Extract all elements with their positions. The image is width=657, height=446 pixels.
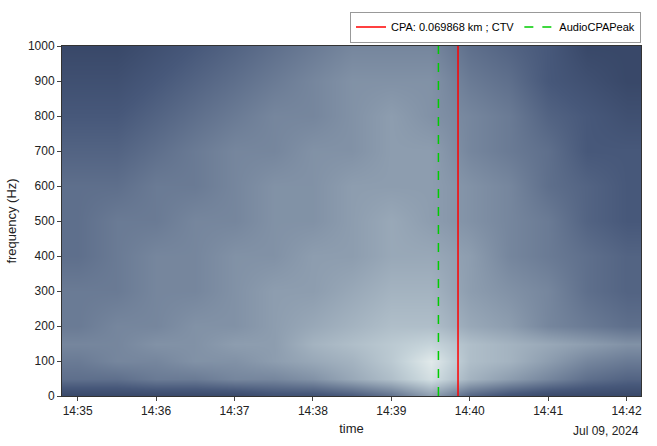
- svg-text:14:38: 14:38: [298, 404, 328, 418]
- svg-text:900: 900: [35, 74, 55, 88]
- svg-text:700: 700: [35, 144, 55, 158]
- svg-text:400: 400: [35, 249, 55, 263]
- svg-text:200: 200: [35, 319, 55, 333]
- svg-text:600: 600: [35, 179, 55, 193]
- svg-text:14:42: 14:42: [612, 404, 642, 418]
- svg-text:14:36: 14:36: [141, 404, 171, 418]
- svg-text:AudioCPAPeak: AudioCPAPeak: [559, 21, 635, 33]
- svg-text:800: 800: [35, 109, 55, 123]
- svg-text:14:40: 14:40: [455, 404, 485, 418]
- svg-text:100: 100: [35, 354, 55, 368]
- svg-text:time: time: [339, 421, 364, 436]
- svg-text:0: 0: [48, 389, 55, 403]
- svg-text:500: 500: [35, 214, 55, 228]
- svg-text:frequency (Hz): frequency (Hz): [4, 178, 19, 263]
- svg-text:CPA: 0.069868 km ; CTV: CPA: 0.069868 km ; CTV: [391, 21, 514, 33]
- svg-text:1000: 1000: [28, 39, 55, 53]
- svg-text:Jul 09, 2024: Jul 09, 2024: [573, 424, 639, 438]
- svg-text:300: 300: [35, 284, 55, 298]
- svg-text:14:37: 14:37: [220, 404, 250, 418]
- svg-text:14:39: 14:39: [376, 404, 406, 418]
- svg-text:14:41: 14:41: [533, 404, 563, 418]
- svg-text:14:35: 14:35: [63, 404, 93, 418]
